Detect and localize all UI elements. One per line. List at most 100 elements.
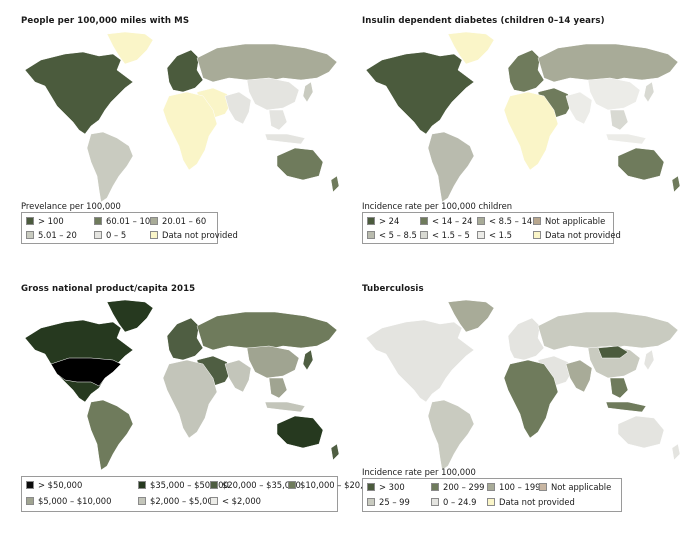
russia-region bbox=[196, 311, 338, 351]
legend-item: 200 – 299 bbox=[431, 481, 484, 493]
legend-swatch bbox=[431, 498, 439, 506]
legend-label: 20.01 – 60 bbox=[162, 216, 207, 226]
south-asia-region bbox=[224, 359, 252, 393]
legend-label: Not applicable bbox=[545, 216, 606, 226]
legend-swatch bbox=[420, 231, 428, 239]
indonesia-region bbox=[264, 133, 306, 145]
legend-heading: Incidence rate per 100,000 children bbox=[362, 201, 513, 211]
legend-item: 25 – 99 bbox=[367, 496, 410, 508]
legend-label: 60.01 – 100 bbox=[106, 216, 156, 226]
legend-label: < $2,000 bbox=[222, 496, 261, 506]
legend-swatch bbox=[210, 497, 218, 505]
mongolia-region bbox=[597, 345, 629, 359]
legend-item: $2,000 – $5,000 bbox=[138, 495, 218, 507]
indonesia-region bbox=[605, 133, 647, 145]
legend-swatch bbox=[138, 481, 146, 489]
china-region bbox=[587, 77, 641, 111]
legend-swatch bbox=[367, 498, 375, 506]
legend-item: < 1.5 – 5 bbox=[420, 229, 470, 241]
greenland-region bbox=[106, 299, 154, 333]
legend-label: 0 – 24.9 bbox=[443, 497, 477, 507]
legend-swatch bbox=[367, 217, 375, 225]
legend-item: Data not provided bbox=[487, 496, 575, 508]
australia-region bbox=[276, 147, 324, 181]
legend-item: 5.01 – 20 bbox=[26, 229, 77, 241]
legend-item: 0 – 24.9 bbox=[431, 496, 477, 508]
japan-region bbox=[643, 349, 655, 371]
legend-label: $35,000 – $50,000 bbox=[150, 480, 229, 490]
indonesia-region bbox=[605, 401, 647, 413]
indonesia-region bbox=[264, 401, 306, 413]
legend-swatch bbox=[150, 231, 158, 239]
legend-label: Data not provided bbox=[545, 230, 621, 240]
panel-title: People per 100,000 miles with MS bbox=[21, 16, 190, 26]
legend-heading: Prevelance per 100,000 bbox=[21, 201, 121, 211]
legend-item: $35,000 – $50,000 bbox=[138, 479, 229, 491]
legend-item: 0 – 5 bbox=[94, 229, 126, 241]
legend-label: < 5 – 8.5 bbox=[379, 230, 417, 240]
south-america-region bbox=[427, 399, 475, 471]
legend-swatch bbox=[26, 481, 34, 489]
new-zealand-region bbox=[330, 175, 340, 193]
legend-item: Not applicable bbox=[533, 215, 605, 227]
legend-swatch bbox=[533, 217, 541, 225]
legend-item: Not applicable bbox=[539, 481, 611, 493]
russia-region bbox=[537, 311, 679, 351]
greenland-region bbox=[447, 299, 495, 333]
diabetes-panel: Insulin dependent diabetes (children 0–1… bbox=[362, 16, 680, 246]
legend-label: $10,000 – $20,000 bbox=[300, 480, 379, 490]
legend-label: 100 – 199 bbox=[499, 482, 541, 492]
legend: > 300 200 – 299 100 – 199 Not applicable 25 … bbox=[362, 478, 622, 512]
new-zealand-region bbox=[671, 175, 680, 193]
china-region bbox=[246, 77, 300, 111]
australia-region bbox=[617, 147, 665, 181]
new-zealand-region bbox=[330, 443, 340, 461]
legend-swatch bbox=[477, 231, 485, 239]
legend-label: > 100 bbox=[38, 216, 64, 226]
legend-label: 0 – 5 bbox=[106, 230, 127, 240]
tuberculosis-world-map bbox=[365, 299, 680, 471]
legend-item: > $50,000 bbox=[26, 479, 82, 491]
legend-label: > $50,000 bbox=[38, 480, 83, 490]
legend-item: Data not provided bbox=[533, 229, 621, 241]
legend-item: Data not provided bbox=[150, 229, 238, 241]
legend-label: < 8.5 – 14 bbox=[489, 216, 533, 226]
legend: > $50,000 $35,000 – $50,000 $20,000 – $35,… bbox=[21, 476, 379, 512]
legend-item: > 100 bbox=[26, 215, 64, 227]
diabetes-world-map bbox=[365, 31, 680, 203]
ms-prevalence-panel: People per 100,000 miles with MS Prevela… bbox=[21, 16, 351, 246]
legend-swatch bbox=[539, 483, 547, 491]
legend-swatch bbox=[367, 231, 375, 239]
legend-item: < $2,000 bbox=[210, 495, 261, 507]
africa-region bbox=[503, 359, 559, 439]
legend-swatch bbox=[210, 481, 218, 489]
legend-swatch bbox=[533, 231, 541, 239]
legend-swatch bbox=[26, 217, 34, 225]
legend-label: 200 – 299 bbox=[443, 482, 485, 492]
australia-region bbox=[276, 415, 324, 449]
africa-region bbox=[503, 91, 559, 171]
tuberculosis-panel: Tuberculosis Incidence rate per 100,000 … bbox=[362, 284, 680, 514]
legend: > 24 < 14 – 24 < 8.5 – 14 Not applicable < 5… bbox=[362, 212, 621, 244]
south-america-region bbox=[427, 131, 475, 203]
europe-region bbox=[166, 317, 204, 361]
legend-item: 60.01 – 100 bbox=[94, 215, 155, 227]
legend-swatch bbox=[487, 483, 495, 491]
south-asia-region bbox=[565, 359, 593, 393]
greenland-region bbox=[106, 31, 154, 65]
panel-title: Tuberculosis bbox=[362, 284, 424, 294]
legend-label: < 1.5 – 5 bbox=[432, 230, 470, 240]
panel-title: Gross national product/capita 2015 bbox=[21, 284, 196, 294]
legend-label: < 14 – 24 bbox=[432, 216, 473, 226]
japan-region bbox=[643, 81, 655, 103]
legend-swatch bbox=[150, 217, 158, 225]
legend-item: < 14 – 24 bbox=[420, 215, 473, 227]
south-asia-region bbox=[565, 91, 593, 125]
legend-label: > 24 bbox=[379, 216, 400, 226]
se-asia-region bbox=[609, 377, 629, 399]
legend-label: Not applicable bbox=[551, 482, 612, 492]
legend-swatch bbox=[288, 481, 296, 489]
gnp-world-map bbox=[24, 299, 340, 471]
legend-swatch bbox=[420, 217, 428, 225]
japan-region bbox=[302, 81, 314, 103]
